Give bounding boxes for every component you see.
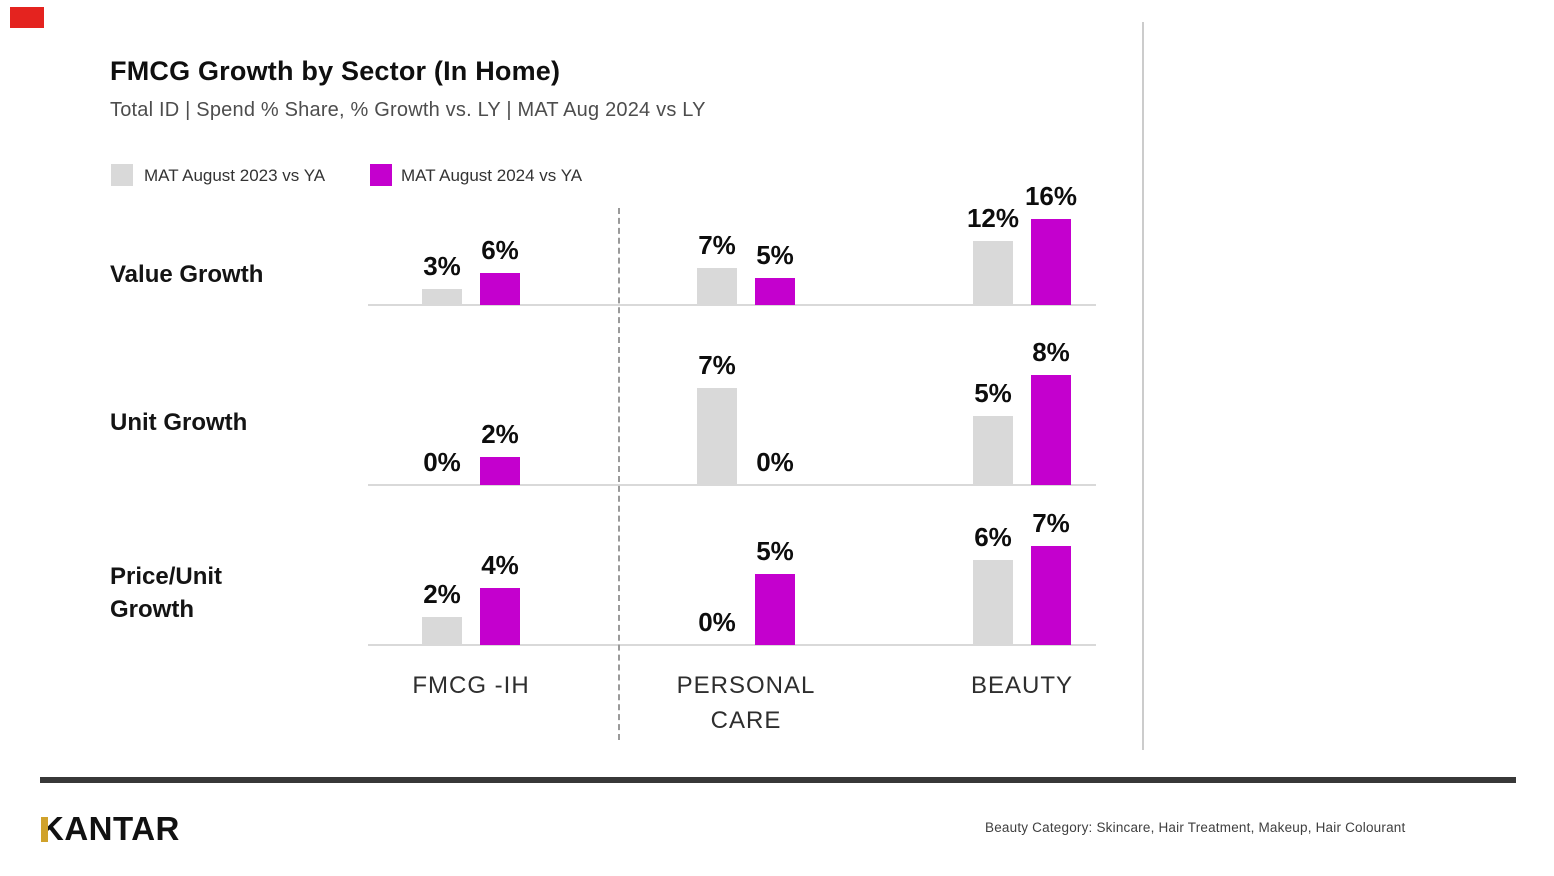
baseline-value-growth [368, 304, 1096, 306]
bar-value-label-unit-growth-fmcg-ih-2024: 2% [481, 419, 519, 449]
bar-value-label-value-growth-beauty-2024: 16% [1024, 181, 1078, 211]
row-label-value-growth: Value Growth [110, 261, 264, 288]
legend-label-2023: MAT August 2023 vs YA [144, 166, 326, 185]
category-label-beauty: BEAUTY [970, 672, 1074, 699]
bar-unit-growth-personal-care-2023 [697, 388, 737, 485]
bar-value-label-price-unit-growth-beauty-2024: 7% [1032, 508, 1070, 538]
baseline-price-unit-growth [368, 644, 1096, 646]
bar-unit-growth-beauty-2024 [1031, 375, 1071, 485]
category-label-fmcg-ih: FMCG -IH [412, 672, 530, 699]
legend-swatch-2023 [111, 164, 133, 186]
bar-value-label-unit-growth-personal-care-2024: 0% [756, 447, 794, 477]
page-subtitle: Total ID | Spend % Share, % Growth vs. L… [110, 99, 706, 121]
bar-value-label-unit-growth-beauty-2024: 8% [1032, 337, 1070, 367]
row-label-price-unit-growth: Price/Unit Growth [110, 563, 223, 623]
bar-value-label-price-unit-growth-personal-care-2024: 5% [756, 536, 794, 566]
baseline-unit-growth [368, 484, 1096, 486]
bar-value-growth-fmcg-ih-2023 [422, 289, 462, 305]
bar-value-label-price-unit-growth-fmcg-ih-2024: 4% [481, 550, 519, 580]
bar-value-label-unit-growth-beauty-2023: 5% [974, 378, 1012, 408]
footer-divider-rule [40, 777, 1516, 783]
bar-price-unit-growth-beauty-2023 [973, 560, 1013, 645]
kantar-logo: KANTAR [40, 811, 180, 847]
bar-value-label-value-growth-personal-care-2024: 5% [756, 240, 794, 270]
bar-value-label-value-growth-fmcg-ih-2023: 3% [423, 251, 461, 281]
bar-price-unit-growth-fmcg-ih-2023 [422, 617, 462, 645]
bar-value-label-value-growth-fmcg-ih-2024: 6% [481, 235, 519, 265]
bar-value-growth-personal-care-2024 [755, 278, 795, 305]
bar-value-label-value-growth-beauty-2023: 12% [966, 203, 1020, 233]
footer-note: Beauty Category: Skincare, Hair Treatmen… [985, 820, 1406, 835]
bar-value-label-price-unit-growth-personal-care-2023: 0% [698, 607, 736, 637]
bar-value-growth-personal-care-2023 [697, 268, 737, 305]
row-label-unit-growth: Unit Growth [110, 409, 248, 436]
legend-swatch-2024 [370, 164, 392, 186]
legend-label-2024: MAT August 2024 vs YA [401, 166, 583, 185]
bar-price-unit-growth-personal-care-2024 [755, 574, 795, 645]
red-corner-mark [10, 7, 44, 28]
bar-value-label-unit-growth-fmcg-ih-2023: 0% [423, 447, 461, 477]
kantar-logo-gold-accent [41, 817, 48, 842]
sector-divider-dashed-line [618, 208, 620, 740]
bar-value-label-value-growth-personal-care-2023: 7% [698, 230, 736, 260]
bar-value-label-price-unit-growth-beauty-2023: 6% [974, 522, 1012, 552]
page-title: FMCG Growth by Sector (In Home) [110, 56, 561, 86]
bar-price-unit-growth-beauty-2024 [1031, 546, 1071, 645]
kantar-logo-text: KANTAR [40, 810, 180, 847]
category-label-personal-care: PERSONAL CARE [676, 672, 816, 734]
bar-unit-growth-beauty-2023 [973, 416, 1013, 485]
right-border-line [1142, 22, 1144, 750]
bar-unit-growth-fmcg-ih-2024 [480, 457, 520, 485]
bar-value-label-price-unit-growth-fmcg-ih-2023: 2% [423, 579, 461, 609]
bar-value-growth-beauty-2023 [973, 241, 1013, 305]
bar-price-unit-growth-fmcg-ih-2024 [480, 588, 520, 645]
bar-value-growth-fmcg-ih-2024 [480, 273, 520, 305]
bar-value-label-unit-growth-personal-care-2023: 7% [698, 350, 736, 380]
bar-value-growth-beauty-2024 [1031, 219, 1071, 305]
